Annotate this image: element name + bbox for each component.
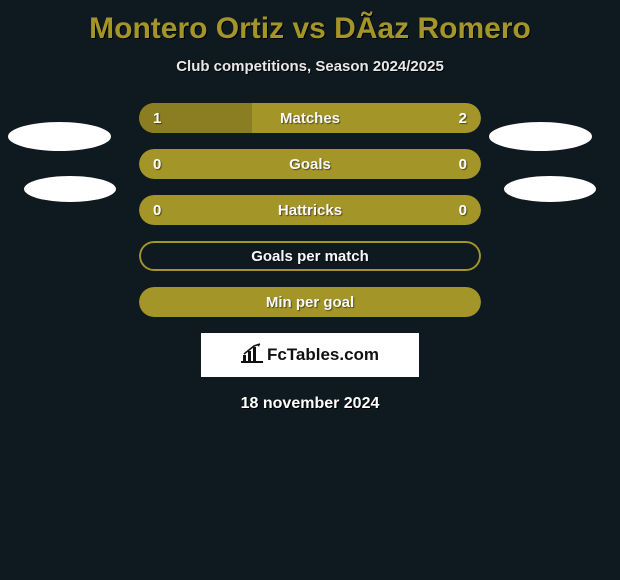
chart-icon bbox=[241, 343, 263, 368]
page-title: Montero Ortiz vs DÃ­az Romero bbox=[0, 0, 620, 46]
stat-label: Goals per match bbox=[139, 241, 481, 271]
logo-text: FcTables.com bbox=[267, 345, 379, 365]
page-subtitle: Club competitions, Season 2024/2025 bbox=[0, 58, 620, 75]
player-badge-ellipse bbox=[489, 122, 592, 151]
stat-row: Goals per match bbox=[139, 241, 481, 271]
date-text: 18 november 2024 bbox=[0, 395, 620, 413]
stat-label: Matches bbox=[139, 103, 481, 133]
player-badge-ellipse bbox=[24, 176, 116, 202]
logo-inner: FcTables.com bbox=[241, 343, 379, 368]
stat-row: Min per goal bbox=[139, 287, 481, 317]
stat-label: Min per goal bbox=[139, 287, 481, 317]
stat-row: 12Matches bbox=[139, 103, 481, 133]
logo-box: FcTables.com bbox=[201, 333, 419, 377]
stat-row: 00Hattricks bbox=[139, 195, 481, 225]
player-badge-ellipse bbox=[504, 176, 596, 202]
stat-label: Hattricks bbox=[139, 195, 481, 225]
player-badge-ellipse bbox=[8, 122, 111, 151]
stat-row: 00Goals bbox=[139, 149, 481, 179]
stat-label: Goals bbox=[139, 149, 481, 179]
